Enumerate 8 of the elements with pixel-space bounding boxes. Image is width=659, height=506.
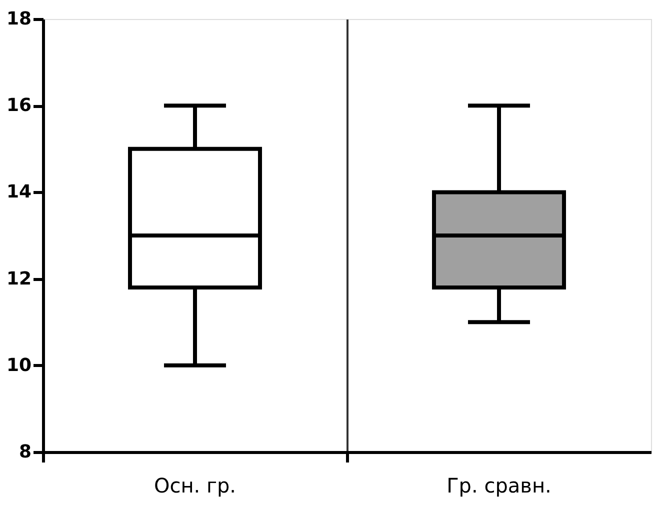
y-tick-label: 18 [6,8,32,30]
y-tick-label: 12 [6,268,32,290]
y-tick-label: 14 [6,182,32,203]
y-tick-label: 10 [6,354,32,376]
y-tick-label: 8 [18,442,32,462]
x-tick-label: Гр. сравн. [446,474,552,498]
y-tick-label: 16 [6,95,32,116]
x-tick-label: Осн. гр. [154,474,236,498]
